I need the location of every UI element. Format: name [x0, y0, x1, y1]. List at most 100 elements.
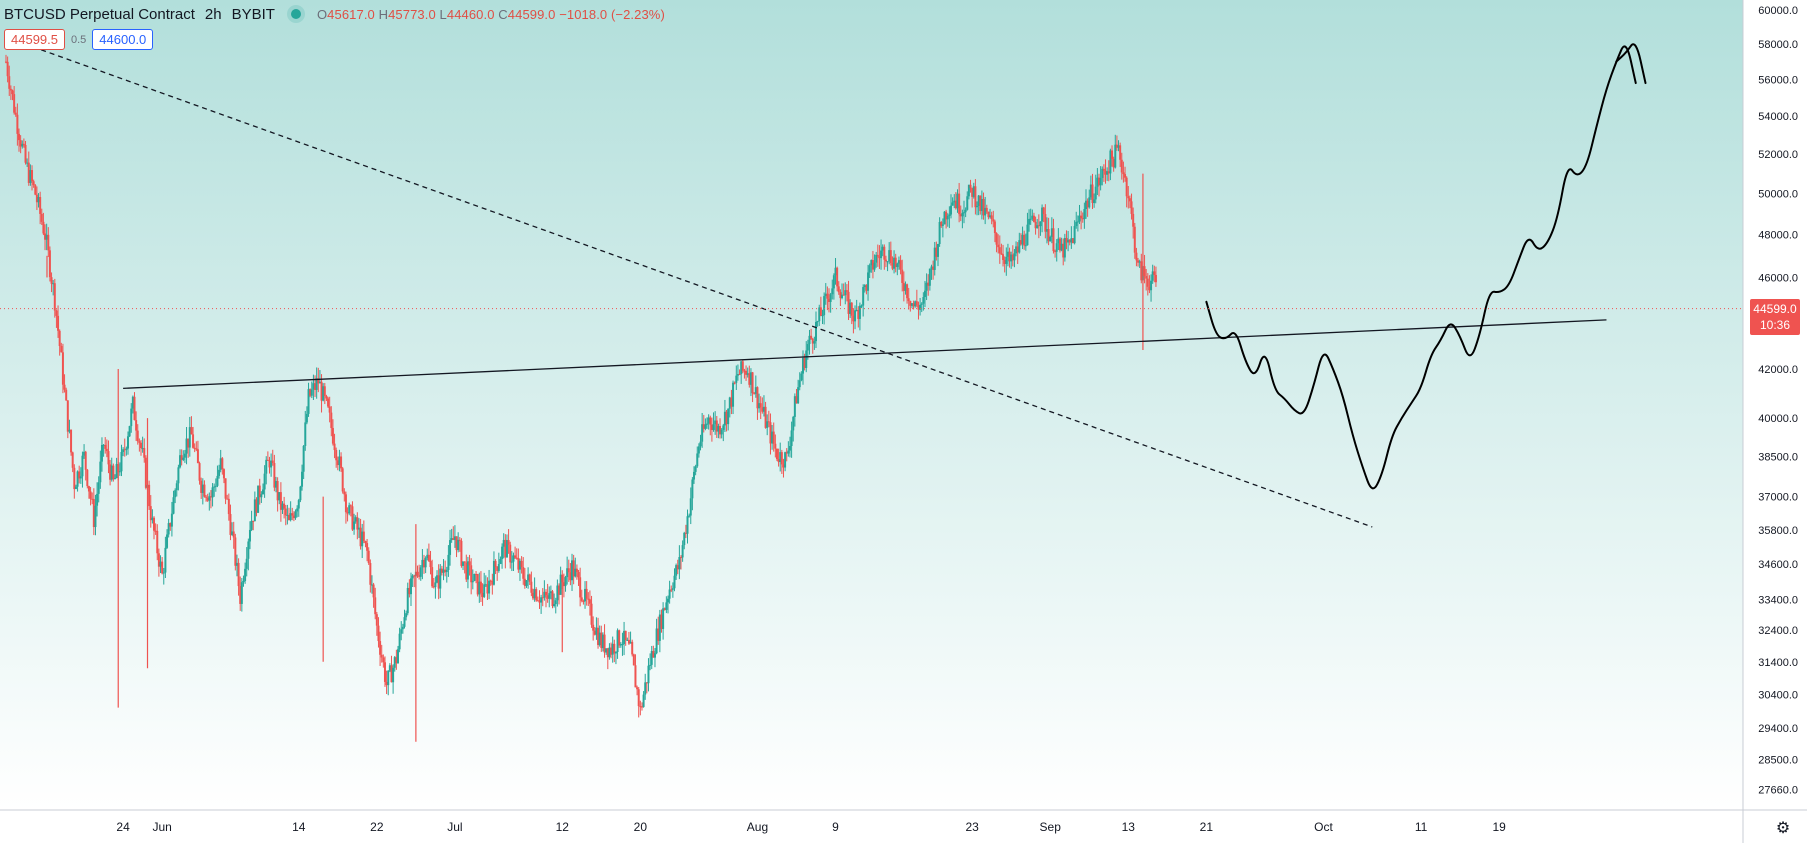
candle-body — [445, 569, 448, 573]
candle-body — [1106, 171, 1109, 175]
candle-body — [1148, 286, 1151, 291]
candle-body — [536, 600, 539, 602]
candle-body — [159, 561, 162, 567]
candle-body — [475, 573, 478, 575]
candle-body — [797, 387, 800, 404]
candle-body — [115, 464, 118, 479]
candle-body — [291, 513, 294, 516]
price-axis-panel[interactable] — [1743, 0, 1807, 843]
candle-body — [912, 303, 915, 307]
candle-body — [1094, 186, 1097, 200]
candle-body — [1128, 198, 1131, 202]
candle-body — [149, 506, 152, 521]
candle-body — [405, 613, 408, 618]
candle-body — [214, 485, 217, 487]
candle-body — [1119, 145, 1122, 160]
close-value: 44599.0 — [507, 6, 556, 22]
candle-body — [140, 442, 142, 449]
candle-body — [806, 344, 809, 351]
candle-body — [788, 446, 791, 451]
candle-body — [774, 443, 777, 449]
candle-body — [575, 568, 578, 573]
candle-body — [320, 381, 323, 401]
candle-body — [333, 443, 336, 451]
symbol-name[interactable]: BTCUSD Perpetual Contract — [4, 5, 195, 23]
candle-body — [502, 539, 505, 547]
candle-body — [951, 202, 954, 206]
candle-body — [200, 480, 203, 493]
candle-body — [868, 265, 871, 273]
exchange-label: BYBIT — [231, 5, 275, 23]
symbol-header[interactable]: BTCUSD Perpetual Contract 2h BYBIT O4561… — [4, 4, 665, 24]
candle-body — [1107, 171, 1110, 174]
candle-body — [971, 187, 974, 197]
candle-body — [680, 557, 682, 559]
candle-body — [481, 592, 484, 597]
candle-body — [110, 465, 113, 480]
candle-body — [1086, 200, 1089, 208]
candle-body — [987, 211, 990, 218]
candle-body — [745, 370, 748, 375]
candle-body — [668, 589, 671, 599]
candle-body — [96, 493, 99, 506]
drawings-layer[interactable] — [15, 40, 1647, 528]
candle-body — [808, 335, 811, 345]
price-tick-label: 56000.0 — [1758, 74, 1798, 86]
candle-body — [1015, 246, 1018, 254]
candle-body — [323, 386, 326, 396]
brush-projection-hook[interactable] — [1615, 43, 1647, 85]
candle-body — [896, 263, 899, 268]
sell-button[interactable]: 44599.5 — [4, 29, 65, 50]
candle-body — [961, 212, 964, 217]
candle-body — [621, 643, 624, 645]
candle-body — [169, 523, 172, 527]
trendline-solid[interactable] — [123, 319, 1607, 390]
candle-body — [1008, 251, 1011, 262]
candle-body — [1071, 238, 1074, 244]
candle-body — [261, 489, 264, 495]
candle-body — [790, 430, 793, 447]
candle-body — [1037, 225, 1040, 227]
time-tick-label: 23 — [965, 820, 979, 834]
buy-button[interactable]: 44600.0 — [92, 29, 154, 50]
time-tick-label: 22 — [370, 820, 384, 834]
candle-body — [515, 557, 518, 559]
time-tick-label: 11 — [1415, 820, 1428, 834]
candle-body — [528, 574, 531, 582]
candle-body — [100, 444, 103, 462]
candle-body — [779, 452, 782, 463]
candle-body — [572, 560, 575, 577]
brush-projection[interactable] — [1205, 45, 1637, 490]
candle-body — [909, 301, 912, 306]
candle-body — [219, 458, 222, 470]
candle-body — [762, 406, 765, 412]
price-axis: 60000.0 58000.0 56000.0 54000.0 52000.0 50000… — [1758, 5, 1798, 796]
open-label: O — [316, 6, 328, 22]
interval-label[interactable]: 2h — [204, 5, 222, 23]
gear-icon[interactable]: ⚙ — [1775, 820, 1791, 837]
candle-body — [1016, 246, 1019, 253]
candle-body — [395, 657, 398, 664]
candle-body — [16, 114, 19, 134]
trendline-dashed[interactable] — [15, 40, 1373, 528]
candle-body — [61, 352, 64, 385]
candle-body — [927, 282, 930, 286]
candle-body — [19, 140, 22, 147]
candle-body — [558, 585, 561, 595]
candle-body — [828, 298, 831, 302]
candle-body — [1049, 236, 1052, 242]
candle-body — [507, 540, 510, 545]
candle-body — [353, 521, 356, 530]
candle-body — [131, 396, 134, 409]
candle-body — [723, 411, 726, 426]
candle-body — [1045, 229, 1048, 232]
candle-body — [697, 446, 700, 454]
time-axis: 24 Jun 14 22 Jul 12 20 Aug 9 23 Sep 13 21 Oct 11 19 — [116, 820, 1506, 834]
candle-body — [6, 61, 9, 77]
candle-body — [421, 559, 424, 568]
candle-body — [904, 284, 907, 291]
candle-body — [125, 448, 128, 450]
candle-body — [678, 557, 681, 570]
time-axis-panel[interactable] — [0, 810, 1807, 843]
